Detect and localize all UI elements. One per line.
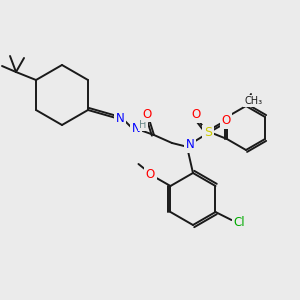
Text: O: O [146,167,155,181]
Text: O: O [191,109,201,122]
Text: CH₃: CH₃ [245,96,263,106]
Text: O: O [142,107,152,121]
Text: S: S [204,127,212,140]
Text: Cl: Cl [234,217,245,230]
Text: O: O [221,115,231,128]
Text: N: N [186,139,194,152]
Text: N: N [132,122,140,136]
Text: H: H [139,120,147,130]
Text: N: N [116,112,124,124]
